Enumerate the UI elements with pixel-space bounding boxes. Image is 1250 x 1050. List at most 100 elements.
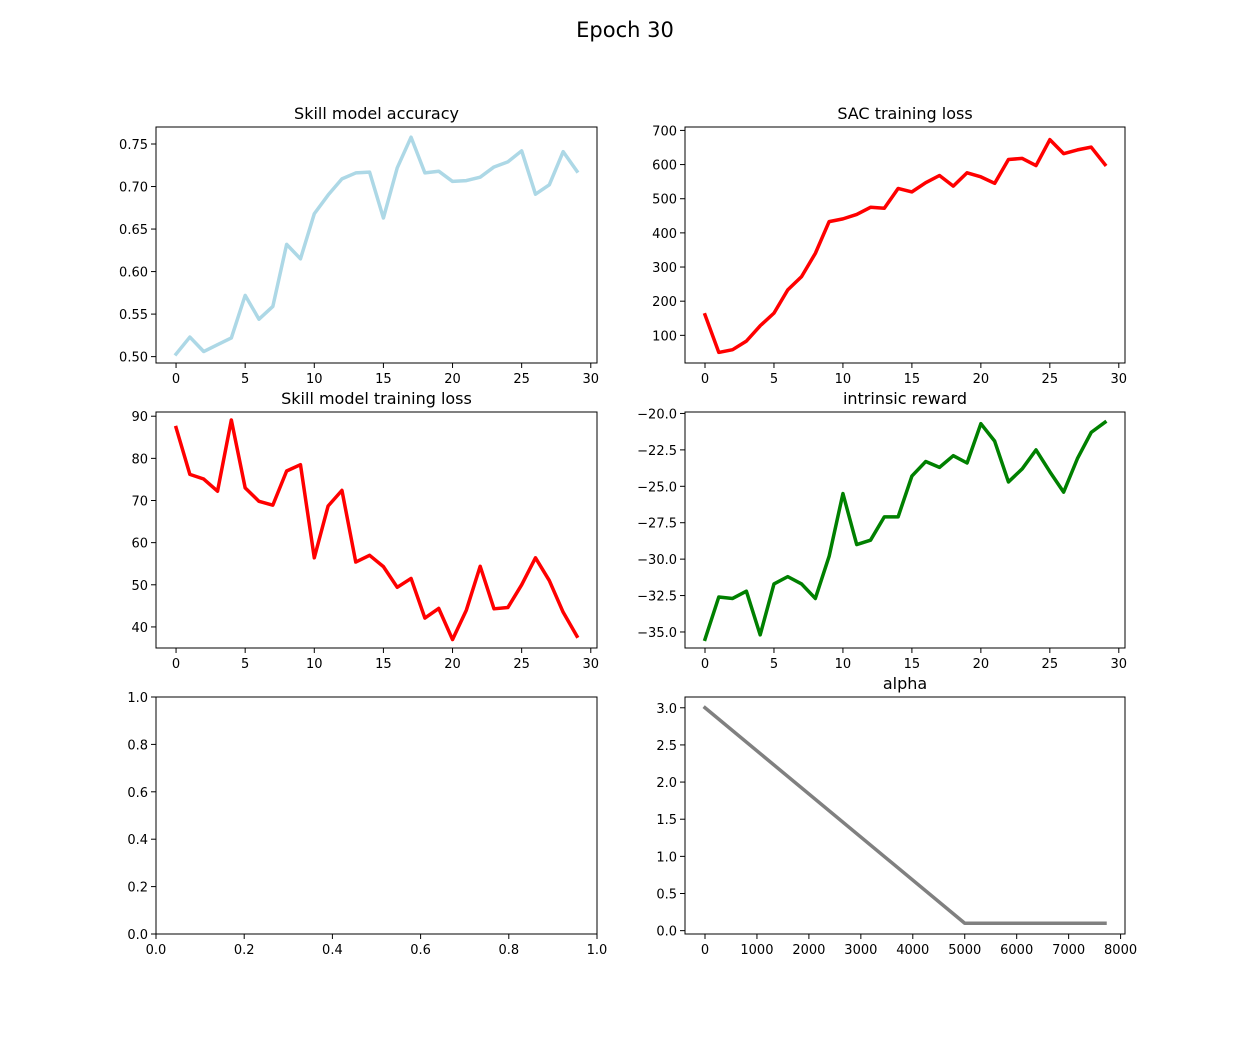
y-tick-label: 100: [652, 329, 677, 344]
x-tick-label: 5: [241, 372, 249, 387]
y-tick-label: 700: [652, 124, 677, 139]
axes-frame: [684, 696, 1126, 935]
x-tick-label: 25: [1042, 372, 1059, 387]
x-tick-label: 30: [583, 657, 600, 672]
y-tick-label: 50: [131, 579, 148, 594]
figure-suptitle: Epoch 30: [576, 18, 674, 42]
x-tick-label: 5: [241, 657, 249, 672]
x-tick-label: 5000: [948, 943, 981, 958]
subplot-title: Skill model accuracy: [294, 104, 459, 123]
y-tick-label: −20.0: [637, 407, 677, 422]
y-tick-label: 400: [652, 227, 677, 242]
axes-frame: [155, 411, 598, 649]
y-tick-label: −25.0: [637, 480, 677, 495]
x-tick-label: 15: [375, 657, 392, 672]
x-tick-label: 10: [306, 372, 323, 387]
x-tick-label: 0.4: [322, 943, 343, 958]
axes-frame: [684, 126, 1126, 364]
subplot-title: intrinsic reward: [843, 389, 967, 408]
y-tick-label: −35.0: [637, 626, 677, 641]
x-tick-label: 5: [770, 657, 778, 672]
subplot-2: SAC training loss 0 5 10 15 20 25 30 100 200 300 40…: [652, 104, 1127, 387]
y-tick-label: 1.0: [656, 850, 677, 865]
x-tick-label: 10: [306, 657, 323, 672]
axes-frame: [155, 696, 598, 935]
y-tick-label: 90: [131, 410, 148, 425]
y-tick-label: 0.8: [127, 738, 148, 753]
y-tick-label: 0.55: [119, 308, 148, 323]
subplot-4: intrinsic reward 0 5 10 15 20 25 30 −35.0 −32.5 −3…: [637, 389, 1127, 672]
y-tick-label: 1.5: [656, 813, 677, 828]
y-tick-label: 0.75: [119, 138, 148, 153]
x-tick-label: 10: [835, 372, 852, 387]
series-line: [702, 705, 1107, 925]
x-tick-label: 25: [513, 657, 530, 672]
subplot-5: 0.0 0.2 0.4 0.6 0.8 1.0 0.0 0.2 0.4 0.6 0.8 1.0: [127, 691, 607, 958]
series-line: [702, 137, 1108, 355]
x-tick-label: 15: [904, 657, 921, 672]
y-tick-label: 2.5: [656, 739, 677, 754]
y-tick-label: 300: [652, 261, 677, 276]
x-tick-label: 3000: [844, 943, 877, 958]
x-tick-label: 15: [904, 372, 921, 387]
y-tick-label: 0.4: [127, 833, 148, 848]
y-tick-label: 0.2: [127, 881, 148, 896]
x-tick-label: 30: [583, 372, 600, 387]
x-tick-label: 0.6: [410, 943, 431, 958]
y-tick-label: 200: [652, 295, 677, 310]
x-tick-label: 15: [375, 372, 392, 387]
subplot-title: SAC training loss: [837, 104, 972, 123]
axes-frame: [684, 411, 1126, 649]
y-tick-label: 0.50: [119, 351, 148, 366]
y-tick-label: −32.5: [637, 590, 677, 605]
x-tick-label: 30: [1111, 657, 1128, 672]
x-tick-label: 0: [701, 943, 709, 958]
y-tick-label: 2.0: [656, 776, 677, 791]
y-tick-label: 0.5: [656, 888, 677, 903]
x-tick-label: 5: [770, 372, 778, 387]
y-tick-label: 0.0: [656, 925, 677, 940]
x-tick-label: 4000: [896, 943, 929, 958]
y-tick-label: 600: [652, 159, 677, 174]
series-line: [173, 418, 580, 642]
y-tick-label: 0.70: [119, 181, 148, 196]
y-tick-label: −27.5: [637, 517, 677, 532]
x-tick-label: 20: [973, 657, 990, 672]
x-tick-label: 25: [513, 372, 530, 387]
x-tick-label: 30: [1111, 372, 1128, 387]
subplot-title: alpha: [883, 674, 927, 693]
x-tick-label: 0.2: [234, 943, 255, 958]
x-tick-label: 0: [172, 372, 180, 387]
x-tick-label: 2000: [792, 943, 825, 958]
y-tick-label: 0.60: [119, 266, 148, 281]
y-tick-label: 3.0: [656, 702, 677, 717]
x-tick-label: 0.8: [498, 943, 519, 958]
x-tick-label: 0.0: [146, 943, 167, 958]
subplot-3: Skill model training loss 0 5 10 15 20 25 30 40 5…: [131, 389, 599, 672]
y-tick-label: 40: [131, 621, 148, 636]
y-tick-label: 0.0: [127, 928, 148, 943]
y-tick-label: 60: [131, 537, 148, 552]
y-tick-label: −22.5: [637, 444, 677, 459]
x-tick-label: 1.0: [587, 943, 608, 958]
x-tick-label: 6000: [1000, 943, 1033, 958]
x-tick-label: 1000: [740, 943, 773, 958]
x-tick-label: 0: [172, 657, 180, 672]
x-tick-label: 10: [835, 657, 852, 672]
subplot-1: Skill model accuracy 0 5 10 15 20 25 30 0.50 0.55…: [119, 104, 599, 387]
x-tick-label: 20: [444, 372, 461, 387]
x-tick-label: 25: [1042, 657, 1059, 672]
x-tick-label: 0: [701, 657, 709, 672]
series-line: [702, 419, 1108, 642]
x-tick-label: 0: [701, 372, 709, 387]
y-tick-label: 80: [131, 452, 148, 467]
axes-frame: [155, 126, 598, 364]
y-tick-label: 0.65: [119, 223, 148, 238]
x-tick-label: 7000: [1052, 943, 1085, 958]
x-tick-label: 8000: [1104, 943, 1137, 958]
x-tick-label: 20: [444, 657, 461, 672]
y-tick-label: 70: [131, 495, 148, 510]
y-tick-label: 1.0: [127, 691, 148, 706]
subplot-6: alpha 0 1000 2000 3000 4000 5000 6000 7000 8000 0.…: [656, 674, 1137, 958]
